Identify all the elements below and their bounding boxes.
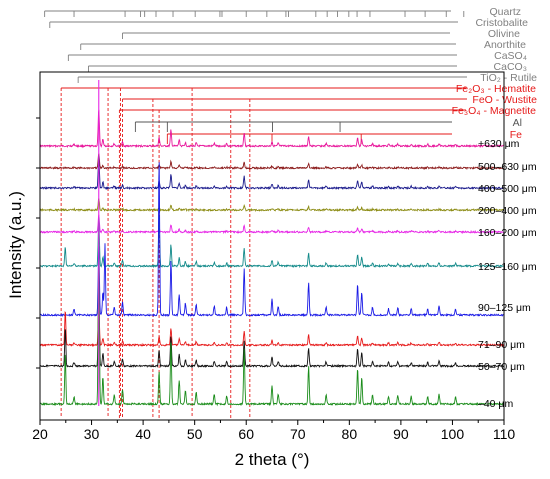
series-labels: +630 μm 500–630 μm 400–500 μm 200–400 μm 160…: [478, 138, 537, 410]
phase-ref-1: Cristobalite: [49, 17, 528, 29]
phase-ref-label: Fe₂O₃ - Hematite: [456, 83, 536, 95]
x-tick-label-7: 90: [393, 426, 409, 442]
y-axis-title: Intensity (a.u.): [6, 191, 25, 299]
series-line-2: [39, 155, 504, 191]
phase-ref-label: Fe₃O₄ - Magnetite: [452, 105, 537, 117]
series-label-9: –40 μm: [478, 398, 513, 410]
phase-ref-label: Cristobalite: [475, 17, 528, 29]
phase-ref-0: Quartz: [44, 6, 521, 18]
x-tick-label-8: 100: [441, 426, 465, 442]
phase-ref-8: FeO - Wustite: [122, 94, 537, 418]
phase-ref-9: Fe₃O₄ - Magnetite: [118, 105, 537, 418]
phase-ref-label: TiO₂ - Rutile: [480, 72, 537, 84]
phase-ref-7: Fe₂O₃ - Hematite: [60, 83, 536, 418]
series-line-1: [39, 153, 504, 171]
x-tick-label-4: 60: [238, 426, 254, 442]
x-tick-label-3: 50: [187, 426, 203, 442]
phase-ref-label: CaCO₃: [494, 61, 527, 73]
phase-ref-3: Anorthite: [80, 39, 526, 51]
phase-ref-11: Fe: [166, 129, 522, 144]
series-line-9: [39, 259, 504, 407]
series-label-5: 125–160 μm: [478, 261, 537, 273]
phase-ref-10: Al: [134, 117, 522, 132]
phase-ref-5: CaCO₃: [88, 61, 527, 73]
series-line-3: [39, 198, 504, 213]
phase-reference-lines: QuartzCristobaliteOlivineAnorthiteCaSO₄C…: [44, 6, 537, 418]
series-line-5: [39, 216, 504, 269]
phase-ref-label: Al: [513, 117, 522, 129]
series-line-0: [39, 109, 504, 149]
x-tick-label-5: 70: [290, 426, 306, 442]
x-axis-title: 2 theta (°): [235, 450, 310, 469]
series-label-1: 500–630 μm: [478, 161, 537, 173]
phase-ref-4: CaSO₄: [67, 50, 527, 62]
phase-ref-label: Fe: [510, 129, 522, 141]
series-line-4: [39, 214, 504, 235]
phase-ref-label: CaSO₄: [494, 50, 527, 62]
axes: 20 30 40 50 60 70 80 90 100 110: [32, 71, 516, 442]
series-label-3: 200–400 μm: [478, 205, 537, 217]
series-label-4: 160–200 μm: [478, 227, 537, 239]
phase-ref-label: Olivine: [488, 28, 520, 40]
phase-ref-2: Olivine: [122, 28, 520, 40]
diffraction-patterns: [39, 80, 504, 407]
series-line-7: [39, 306, 504, 348]
x-tick-label-0: 20: [32, 426, 48, 442]
series-label-7: 71–90 μm: [478, 339, 525, 351]
phase-ref-label: FeO - Wustite: [472, 94, 537, 106]
series-label-2: 400–500 μm: [478, 183, 537, 195]
phase-ref-6: TiO₂ - Rutile: [77, 72, 537, 84]
x-tick-label-1: 30: [84, 426, 100, 442]
phase-ref-label: Quartz: [489, 6, 521, 18]
series-line-6: [39, 162, 504, 318]
phase-ref-label: Anorthite: [484, 39, 526, 51]
series-label-0: +630 μm: [478, 138, 520, 150]
x-tick-label-2: 40: [135, 426, 151, 442]
x-tick-label-9: 110: [493, 426, 516, 442]
series-label-8: 50–70 μm: [478, 361, 525, 373]
series-line-8: [39, 295, 504, 369]
x-tick-label-6: 80: [342, 426, 358, 442]
plot-frame: [39, 71, 505, 421]
series-label-6: 90–125 μm: [478, 302, 531, 314]
